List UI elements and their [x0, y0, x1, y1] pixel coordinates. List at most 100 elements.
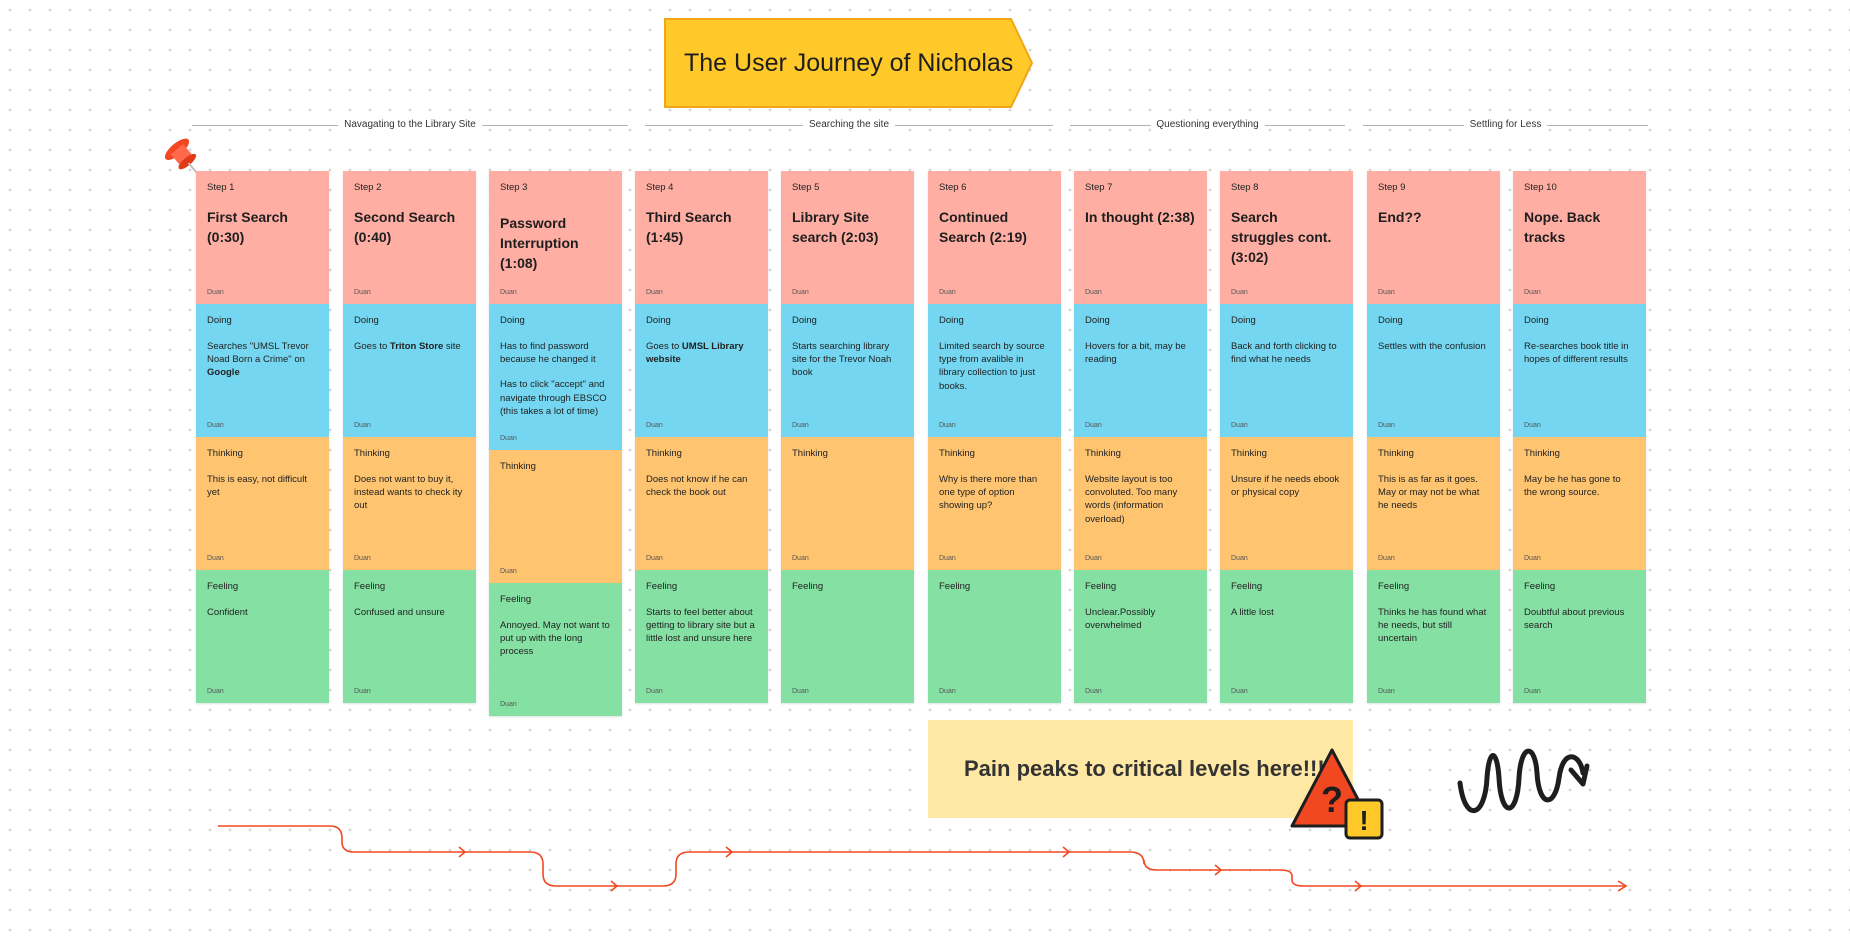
- doing-note[interactable]: Doing Re-searches book title in hopes of…: [1513, 304, 1646, 437]
- note-author: Duan: [646, 422, 663, 429]
- doing-note[interactable]: Doing Has to find password because he ch…: [489, 304, 622, 450]
- pain-callout[interactable]: Pain peaks to critical levels here!!!: [928, 720, 1353, 818]
- feeling-note[interactable]: Feeling A little lost Duan: [1220, 570, 1353, 703]
- note-author: Duan: [1524, 289, 1541, 296]
- step-column: Step 1 First Search (0:30) Duan Doing Se…: [196, 171, 329, 703]
- feeling-note[interactable]: Feeling Duan: [781, 570, 914, 703]
- thinking-note[interactable]: Thinking Website layout is too convolute…: [1074, 437, 1207, 570]
- step-card[interactable]: Step 5 Library Site search (2:03) Duan: [781, 171, 914, 304]
- step-card[interactable]: Step 4 Third Search (1:45) Duan: [635, 171, 768, 304]
- doing-note[interactable]: Doing Searches "UMSL Trevor Noad Born a …: [196, 304, 329, 437]
- note-author: Duan: [1378, 555, 1395, 562]
- title-banner: The User Journey of Nicholas: [664, 18, 1034, 108]
- feeling-text: Doubtful about previous search: [1524, 607, 1625, 632]
- note-author: Duan: [1085, 289, 1102, 296]
- note-author: Duan: [939, 422, 956, 429]
- note-author: Duan: [354, 688, 371, 695]
- step-title: In thought (2:38): [1085, 209, 1195, 225]
- thinking-note[interactable]: Thinking Duan: [781, 437, 914, 570]
- doing-label: Doing: [792, 315, 817, 326]
- step-card[interactable]: Step 7 In thought (2:38) Duan: [1074, 171, 1207, 304]
- step-title: First Search (0:30): [207, 209, 288, 245]
- feeling-text: Thinks he has found what he needs, but s…: [1378, 607, 1487, 645]
- feeling-note[interactable]: Feeling Unclear.Possibly overwhelmed Dua…: [1074, 570, 1207, 703]
- note-author: Duan: [939, 688, 956, 695]
- phase-label: Questioning everything: [1150, 118, 1265, 132]
- thinking-text: Does not want to buy it, instead wants t…: [354, 474, 463, 512]
- note-author: Duan: [792, 555, 809, 562]
- step-title: Second Search (0:40): [354, 209, 456, 245]
- svg-text:?: ?: [1321, 779, 1343, 820]
- feeling-note[interactable]: Feeling Starts to feel better about gett…: [635, 570, 768, 703]
- note-author: Duan: [792, 289, 809, 296]
- doing-note[interactable]: Doing Starts searching library site for …: [781, 304, 914, 437]
- thinking-text: Does not know if he can check the book o…: [646, 474, 748, 499]
- doing-note[interactable]: Doing Hovers for a bit, may be reading D…: [1074, 304, 1207, 437]
- step-column: Step 3 Password Interruption (1:08) Duan…: [489, 171, 622, 716]
- feeling-text: Confident: [207, 607, 248, 618]
- step-number: Step 6: [939, 182, 967, 193]
- svg-text:!: !: [1359, 805, 1368, 836]
- doing-note[interactable]: Doing Goes to Triton Store site Duan: [343, 304, 476, 437]
- feeling-note[interactable]: Feeling Annoyed. May not want to put up …: [489, 583, 622, 716]
- note-author: Duan: [646, 555, 663, 562]
- thinking-label: Thinking: [354, 448, 390, 459]
- doing-note[interactable]: Doing Goes to UMSL Library website Duan: [635, 304, 768, 437]
- feeling-note[interactable]: Feeling Confident Duan: [196, 570, 329, 703]
- note-author: Duan: [207, 422, 224, 429]
- doing-label: Doing: [1378, 315, 1403, 326]
- thinking-note[interactable]: Thinking Does not know if he can check t…: [635, 437, 768, 570]
- step-column: Step 4 Third Search (1:45) Duan Doing Go…: [635, 171, 768, 703]
- step-number: Step 3: [500, 182, 528, 193]
- feeling-note[interactable]: Feeling Thinks he has found what he need…: [1367, 570, 1500, 703]
- step-number: Step 9: [1378, 182, 1406, 193]
- thinking-note[interactable]: Thinking Duan: [489, 450, 622, 583]
- step-card[interactable]: Step 6 Continued Search (2:19) Duan: [928, 171, 1061, 304]
- note-author: Duan: [207, 555, 224, 562]
- phase-label: Navagating to the Library Site: [338, 118, 482, 132]
- feeling-note[interactable]: Feeling Confused and unsure Duan: [343, 570, 476, 703]
- thinking-note[interactable]: Thinking Why is there more than one type…: [928, 437, 1061, 570]
- thinking-text: Why is there more than one type of optio…: [939, 474, 1038, 512]
- step-card[interactable]: Step 8 Search struggles cont. (3:02) Dua…: [1220, 171, 1353, 304]
- note-author: Duan: [1085, 422, 1102, 429]
- thinking-note[interactable]: Thinking Does not want to buy it, instea…: [343, 437, 476, 570]
- step-column: Step 10 Nope. Back tracks Duan Doing Re-…: [1513, 171, 1646, 703]
- feeling-label: Feeling: [1378, 581, 1410, 592]
- thinking-note[interactable]: Thinking Unsure if he needs ebook or phy…: [1220, 437, 1353, 570]
- step-title: Continued Search (2:19): [939, 209, 1027, 245]
- thinking-note[interactable]: Thinking May be he has gone to the wrong…: [1513, 437, 1646, 570]
- journey-title: The User Journey of Nicholas: [684, 49, 1014, 77]
- thinking-label: Thinking: [500, 461, 536, 472]
- step-card[interactable]: Step 1 First Search (0:30) Duan: [196, 171, 329, 304]
- thinking-text: Unsure if he needs ebook or physical cop…: [1231, 474, 1340, 499]
- feeling-note[interactable]: Feeling Duan: [928, 570, 1061, 703]
- doing-note[interactable]: Doing Back and forth clicking to find wh…: [1220, 304, 1353, 437]
- note-author: Duan: [646, 289, 663, 296]
- feeling-note[interactable]: Feeling Doubtful about previous search D…: [1513, 570, 1646, 703]
- note-author: Duan: [500, 568, 517, 575]
- step-card[interactable]: Step 9 End?? Duan: [1367, 171, 1500, 304]
- doing-note[interactable]: Doing Settles with the confusion Duan: [1367, 304, 1500, 437]
- doing-note[interactable]: Doing Limited search by source type from…: [928, 304, 1061, 437]
- phase-divider-1: Navagating to the Library Site: [192, 118, 628, 132]
- feeling-text: A little lost: [1231, 607, 1274, 618]
- step-title: Library Site search (2:03): [792, 209, 879, 245]
- note-author: Duan: [1524, 688, 1541, 695]
- doing-text: Goes to UMSL Library website: [646, 341, 744, 366]
- thinking-note[interactable]: Thinking This is as far as it goes. May …: [1367, 437, 1500, 570]
- feeling-text: Annoyed. May not want to put up with the…: [500, 620, 610, 658]
- doing-text: Settles with the confusion: [1378, 341, 1486, 352]
- note-author: Duan: [1085, 555, 1102, 562]
- step-number: Step 10: [1524, 182, 1557, 193]
- note-author: Duan: [500, 701, 517, 708]
- step-card[interactable]: Step 10 Nope. Back tracks Duan: [1513, 171, 1646, 304]
- step-column: Step 6 Continued Search (2:19) Duan Doin…: [928, 171, 1061, 703]
- step-card[interactable]: Step 2 Second Search (0:40) Duan: [343, 171, 476, 304]
- thinking-note[interactable]: Thinking This is easy, not difficult yet…: [196, 437, 329, 570]
- feeling-text: Unclear.Possibly overwhelmed: [1085, 607, 1156, 632]
- note-author: Duan: [500, 289, 517, 296]
- step-card[interactable]: Step 3 Password Interruption (1:08) Duan: [489, 171, 622, 304]
- note-author: Duan: [1085, 688, 1102, 695]
- doing-label: Doing: [1524, 315, 1549, 326]
